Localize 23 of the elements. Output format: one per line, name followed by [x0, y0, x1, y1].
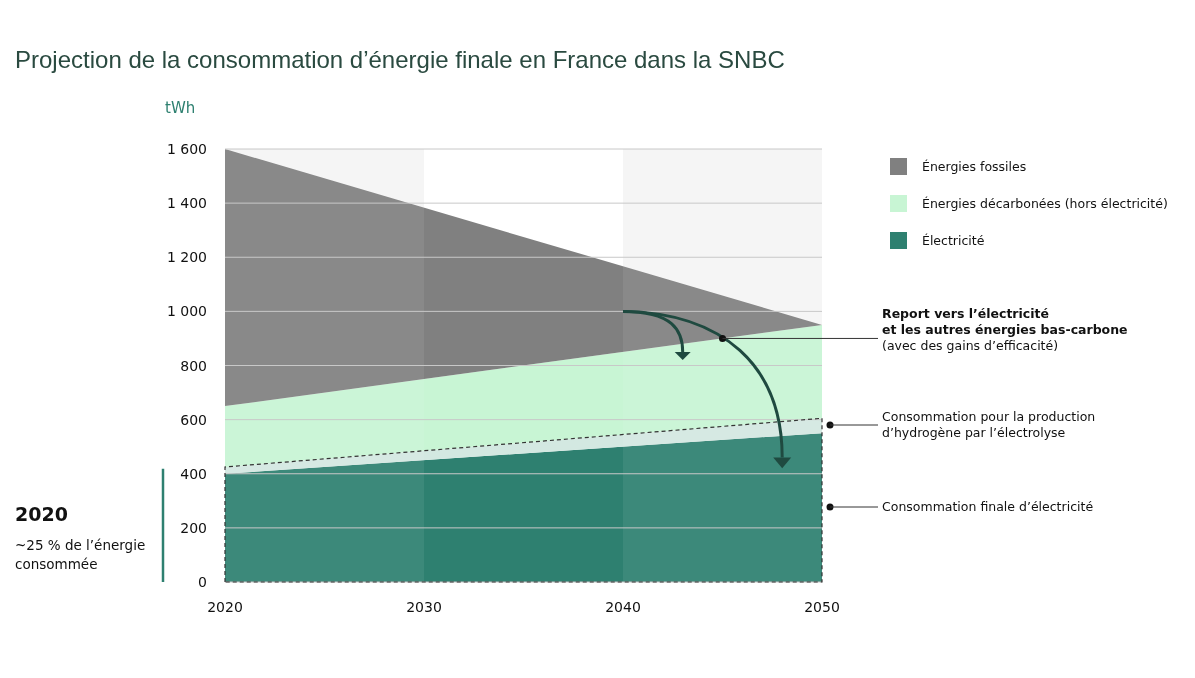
chart-title: Projection de la consommation d’énergie finale en France dans la SNBC	[15, 46, 785, 73]
x-tick-label: 2050	[804, 599, 840, 615]
text: 2020	[15, 503, 68, 525]
y-tick-label: 1 600	[166, 141, 207, 157]
text: Consommation finale d’électricité	[882, 499, 1094, 514]
annotation: Report vers l’électricité et les autres énergies bas-carbone (avec des gains d’efficacité)	[882, 306, 1128, 354]
y-tick-label: 800	[180, 357, 207, 374]
y-tick-label: 1 000	[166, 303, 207, 320]
legend-label: Énergies décarbonées (hors électricité)	[922, 196, 1168, 211]
y-tick-label: 1 200	[166, 249, 207, 266]
y-tick-label: 0	[198, 574, 207, 590]
legend-label: Énergies fossiles	[922, 159, 1027, 174]
y-axis-title: tWh	[165, 99, 196, 117]
text: ~25 % de l’énergie consommée	[15, 537, 146, 572]
x-tick-label: 2030	[406, 599, 442, 615]
y-tick-label: 200	[180, 519, 207, 536]
y-tick-label: 1 400	[166, 195, 207, 212]
y-tick-label: 400	[180, 465, 207, 482]
y-tick-label: 600	[180, 411, 207, 428]
legend-label: Électricité	[922, 233, 985, 248]
x-tick-label: 2020	[207, 599, 243, 615]
x-tick-label: 2040	[605, 599, 641, 615]
text: Consommation pour la production d’hydrogène par l’électrolyse	[882, 409, 1096, 440]
